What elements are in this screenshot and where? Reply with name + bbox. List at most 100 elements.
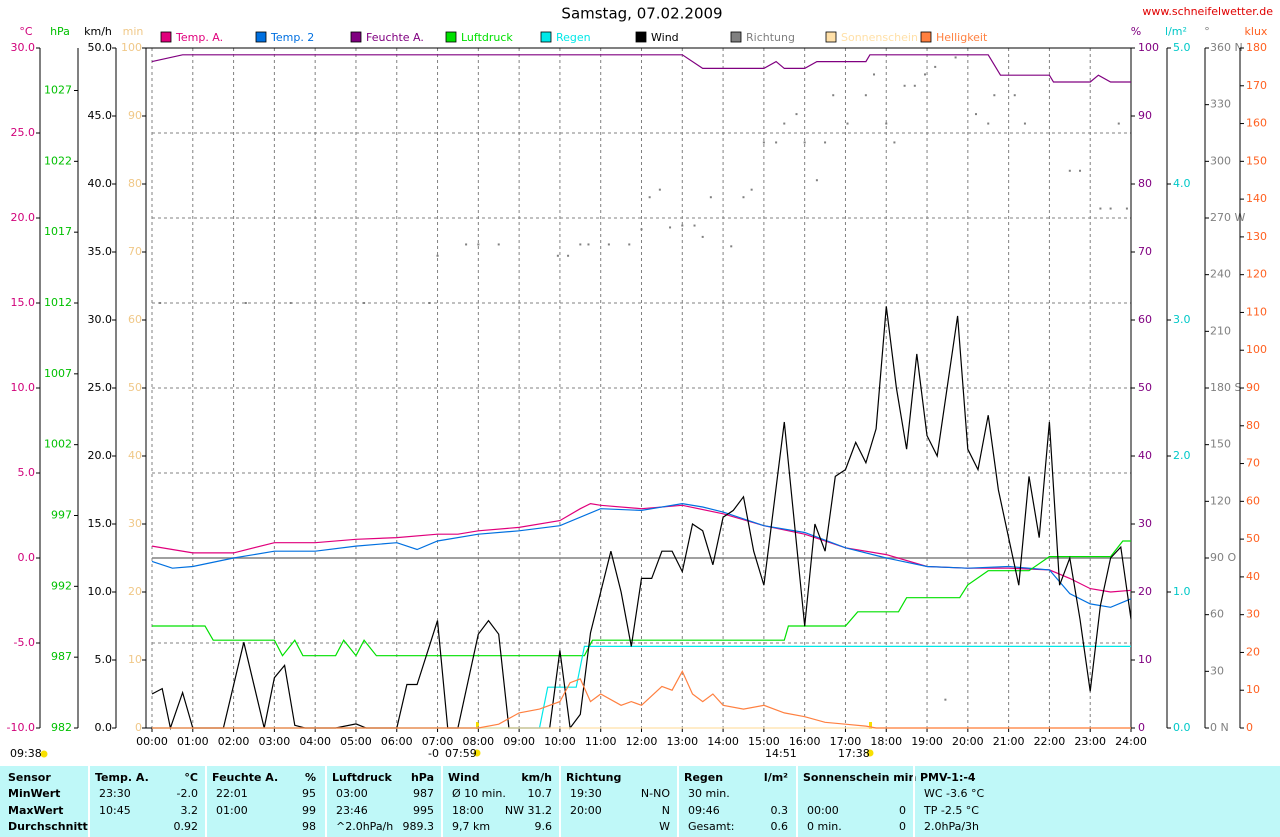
series-line <box>151 502 1132 593</box>
y-tick-label: 0.0 <box>1173 721 1191 734</box>
y-tick-label: 40.0 <box>88 177 113 190</box>
table-header: km/h <box>521 771 552 784</box>
axis-unit: % <box>1131 25 1141 38</box>
x-tick-label: 05:00 <box>340 735 372 748</box>
table-background <box>0 766 1280 837</box>
y-tick-label: 300 <box>1210 154 1231 167</box>
legend-swatch <box>445 31 457 43</box>
row-label: MinWert <box>8 787 60 800</box>
direction-dot <box>709 196 712 199</box>
x-tick-label: 02:00 <box>218 735 250 748</box>
y-tick-label: 997 <box>51 509 72 522</box>
series-line <box>152 669 1131 729</box>
table-cell: 22:01 <box>216 787 248 800</box>
x-tick-label: 06:00 <box>381 735 413 748</box>
y-tick-label: 30 <box>128 517 142 530</box>
y-tick-label: 10.0 <box>88 585 113 598</box>
legend-swatch <box>730 31 742 43</box>
y-tick-label: 1007 <box>44 367 72 380</box>
table-header: Sonnenschein min <box>803 771 916 784</box>
y-tick-label: 5.0 <box>95 653 113 666</box>
table-header: Temp. A. <box>95 771 149 784</box>
x-tick-label: 21:00 <box>993 735 1025 748</box>
y-tick-label: 50 <box>1138 381 1152 394</box>
y-tick-label: 987 <box>51 650 72 663</box>
axis-unit: klux <box>1245 25 1268 38</box>
direction-dot <box>1099 207 1102 210</box>
y-tick-label: 90 <box>128 109 142 122</box>
direction-dot <box>640 228 643 231</box>
annotation: 07:59 <box>445 747 477 760</box>
y-tick-label: 100 <box>1246 343 1267 356</box>
table-cell: 99 <box>302 804 316 817</box>
y-tick-label: 20.0 <box>88 449 113 462</box>
direction-dot <box>701 235 704 238</box>
y-tick-label: 25.0 <box>11 126 36 139</box>
y-tick-label: 0 N <box>1210 721 1229 734</box>
legend-swatch <box>160 31 172 43</box>
y-tick-label: 15.0 <box>11 296 36 309</box>
y-tick-label: 20 <box>128 585 142 598</box>
table-cell: 00:00 <box>807 804 839 817</box>
x-tick-label: 01:00 <box>177 735 209 748</box>
row-label: Durchschnitt <box>8 820 88 833</box>
direction-dot <box>648 196 651 199</box>
y-tick-label: 1012 <box>44 296 72 309</box>
direction-dot <box>658 188 661 191</box>
direction-dot <box>993 94 996 97</box>
table-cell: 0.3 <box>771 804 789 817</box>
direction-dot <box>497 243 500 246</box>
table-cell: 995 <box>413 804 434 817</box>
table-cell: N <box>662 804 670 817</box>
sun-icon <box>40 750 48 758</box>
table-cell: 0 <box>899 804 906 817</box>
table-cell: 30 min. <box>688 787 730 800</box>
direction-dot <box>579 243 582 246</box>
y-tick-label: 270 W <box>1210 211 1245 224</box>
y-tick-label: 90 <box>1138 109 1152 122</box>
y-tick-label: 5.0 <box>1173 41 1191 54</box>
table-cell: 23:46 <box>336 804 368 817</box>
y-tick-label: 30.0 <box>11 41 36 54</box>
y-tick-label: 4.0 <box>1173 177 1191 190</box>
x-tick-label: 09:00 <box>503 735 535 748</box>
direction-dot <box>1013 94 1016 97</box>
table-cell: 0.92 <box>174 820 199 833</box>
direction-dot <box>885 122 888 125</box>
y-tick-label: 170 <box>1246 79 1267 92</box>
direction-dot <box>1068 169 1071 172</box>
y-tick-label: 0 <box>1138 721 1145 734</box>
table-header: % <box>305 771 316 784</box>
annotation: 17:38 <box>838 747 870 760</box>
x-tick-label: 12:00 <box>626 735 658 748</box>
y-tick-label: 40 <box>1138 449 1152 462</box>
y-tick-label: 100 <box>1138 41 1159 54</box>
direction-dot <box>742 196 745 199</box>
y-tick-label: 1002 <box>44 438 72 451</box>
y-tick-label: 80 <box>128 177 142 190</box>
table-cell: TP -2.5 °C <box>923 804 979 817</box>
y-tick-label: 1027 <box>44 84 72 97</box>
legend-swatch <box>255 31 267 43</box>
legend-swatch <box>920 31 932 43</box>
table-cell: 10.7 <box>528 787 553 800</box>
y-tick-label: 60 <box>1210 608 1224 621</box>
y-tick-label: 40 <box>128 449 142 462</box>
direction-dot <box>556 254 559 257</box>
y-tick-label: 30 <box>1138 517 1152 530</box>
axis-unit: min <box>123 25 144 38</box>
table-cell: 01:00 <box>216 804 248 817</box>
direction-dot <box>730 245 733 248</box>
axis-unit: ° <box>1204 25 1210 38</box>
y-tick-label: 110 <box>1246 305 1267 318</box>
direction-dot <box>567 254 570 257</box>
table-header: Luftdruck <box>332 771 393 784</box>
table-cell: 0 min. <box>807 820 842 833</box>
legend-label: Luftdruck <box>461 31 513 44</box>
direction-dot <box>913 84 916 87</box>
y-tick-label: -10.0 <box>7 721 35 734</box>
table-cell: WC -3.6 °C <box>924 787 985 800</box>
y-tick-label: 50.0 <box>88 41 113 54</box>
